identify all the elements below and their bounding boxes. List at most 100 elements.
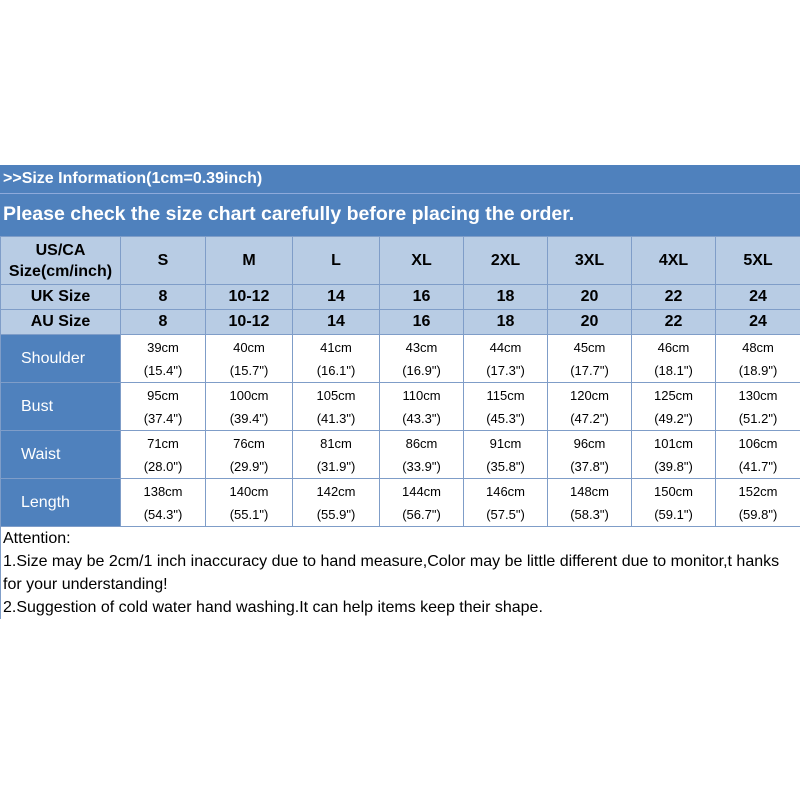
measure-cm: 46cm bbox=[657, 339, 690, 355]
measure-cell: 41cm (16.1") bbox=[292, 334, 380, 383]
uk-size-cell: 18 bbox=[463, 284, 548, 310]
measure-inch: (55.1") bbox=[229, 506, 269, 522]
uk-size-cell: 20 bbox=[547, 284, 632, 310]
measure-cell: 45cm (17.7") bbox=[547, 334, 632, 383]
measure-inch: (35.8") bbox=[486, 458, 525, 474]
au-size-label: AU Size bbox=[0, 309, 121, 335]
us-size-cell: L bbox=[292, 236, 380, 285]
measure-cell: 140cm (55.1") bbox=[205, 478, 293, 527]
us-size-cell: 5XL bbox=[715, 236, 800, 285]
measure-cell: 101cm (39.8") bbox=[631, 430, 716, 479]
uk-size-label: UK Size bbox=[0, 284, 121, 310]
measure-inch: (37.8") bbox=[570, 458, 609, 474]
measure-inch: (43.3") bbox=[402, 410, 441, 426]
au-size-cell: 8 bbox=[120, 309, 206, 335]
us-size-label-line1: US/CA bbox=[35, 241, 86, 259]
measure-cm: 130cm bbox=[738, 387, 778, 403]
waist-row: Waist 71cm (28.0") 76cm (29.9") 81cm (31.9"… bbox=[0, 430, 800, 479]
au-size-cell: 14 bbox=[292, 309, 380, 335]
measure-cell: 130cm (51.2") bbox=[715, 382, 800, 431]
measure-cm: 43cm bbox=[405, 339, 438, 355]
measure-cm: 110cm bbox=[402, 387, 441, 403]
uk-size-cell: 14 bbox=[292, 284, 380, 310]
measure-cm: 101cm bbox=[653, 435, 694, 451]
shoulder-row: Shoulder 39cm (15.4") 40cm (15.7") 41cm (16… bbox=[0, 334, 800, 383]
measure-inch: (39.4") bbox=[229, 410, 269, 426]
uk-size-cell: 8 bbox=[120, 284, 206, 310]
measure-inch: (18.9") bbox=[738, 362, 778, 378]
measure-cell: 152cm (59.8") bbox=[715, 478, 800, 527]
measure-cm: 144cm bbox=[401, 483, 442, 499]
measure-inch: (49.2") bbox=[654, 410, 693, 426]
measure-cell: 125cm (49.2") bbox=[631, 382, 716, 431]
attention-note-1: 1.Size may be 2cm/1 inch inaccuracy due … bbox=[3, 553, 780, 593]
us-size-cell: 3XL bbox=[547, 236, 632, 285]
measure-cell: 148cm (58.3") bbox=[547, 478, 632, 527]
measure-cell: 105cm (41.3") bbox=[292, 382, 380, 431]
measure-cell: 91cm (35.8") bbox=[463, 430, 548, 479]
measure-cm: 100cm bbox=[229, 387, 269, 403]
measure-cell: 106cm (41.7") bbox=[715, 430, 800, 479]
measure-cm: 142cm bbox=[316, 483, 356, 499]
measure-inch: (56.7") bbox=[402, 506, 441, 522]
measure-cell: 48cm (18.9") bbox=[715, 334, 800, 383]
measure-cell: 150cm (59.1") bbox=[631, 478, 716, 527]
measure-cell: 120cm (47.2") bbox=[547, 382, 632, 431]
measure-cell: 39cm (15.4") bbox=[120, 334, 206, 383]
measure-cell: 115cm (45.3") bbox=[463, 382, 548, 431]
us-size-cell: M bbox=[205, 236, 293, 285]
bust-row: Bust 95cm (37.4") 100cm (39.4") 105cm (41.3… bbox=[0, 382, 800, 431]
measure-cell: 71cm (28.0") bbox=[120, 430, 206, 479]
measure-inch: (58.3") bbox=[570, 506, 609, 522]
au-size-cell: 20 bbox=[547, 309, 632, 335]
au-size-cell: 18 bbox=[463, 309, 548, 335]
measure-cell: 44cm (17.3") bbox=[463, 334, 548, 383]
shoulder-label: Shoulder bbox=[0, 334, 121, 383]
uk-size-cell: 16 bbox=[379, 284, 464, 310]
measure-inch: (55.9") bbox=[316, 506, 356, 522]
measure-inch: (45.3") bbox=[486, 410, 525, 426]
bust-label: Bust bbox=[0, 382, 121, 431]
measure-cm: 95cm bbox=[147, 387, 179, 403]
measure-cell: 40cm (15.7") bbox=[205, 334, 293, 383]
au-size-cell: 16 bbox=[379, 309, 464, 335]
length-label: Length bbox=[0, 478, 121, 527]
measure-inch: (59.8") bbox=[738, 506, 778, 522]
measure-inch: (59.1") bbox=[654, 506, 693, 522]
measure-inch: (33.9") bbox=[402, 458, 441, 474]
measure-cell: 46cm (18.1") bbox=[631, 334, 716, 383]
measure-cell: 138cm (54.3") bbox=[120, 478, 206, 527]
measure-cell: 146cm (57.5") bbox=[463, 478, 548, 527]
measure-cm: 71cm bbox=[147, 435, 179, 451]
measure-cm: 125cm bbox=[653, 387, 694, 403]
measure-inch: (57.5") bbox=[486, 506, 525, 522]
measure-cm: 138cm bbox=[143, 483, 183, 499]
measure-cell: 144cm (56.7") bbox=[379, 478, 464, 527]
measure-cm: 86cm bbox=[405, 435, 438, 451]
size-info-heading: >>Size Information(1cm=0.39inch) bbox=[0, 165, 800, 194]
measure-cm: 44cm bbox=[489, 339, 522, 355]
waist-label: Waist bbox=[0, 430, 121, 479]
measure-cm: 150cm bbox=[653, 483, 694, 499]
uk-size-cell: 22 bbox=[631, 284, 716, 310]
size-table: US/CA Size(cm/inch) S M L XL 2XL 3XL 4XL… bbox=[0, 236, 800, 527]
measure-inch: (17.3") bbox=[486, 362, 525, 378]
attention-notes: Attention: 1.Size may be 2cm/1 inch inac… bbox=[0, 527, 800, 619]
us-size-label: US/CA Size(cm/inch) bbox=[0, 236, 121, 285]
measure-inch: (37.4") bbox=[143, 410, 183, 426]
uk-size-cell: 10-12 bbox=[205, 284, 293, 310]
measure-inch: (54.3") bbox=[143, 506, 183, 522]
measure-cell: 95cm (37.4") bbox=[120, 382, 206, 431]
measure-cm: 120cm bbox=[569, 387, 610, 403]
measure-cm: 81cm bbox=[320, 435, 352, 451]
uk-size-row: UK Size 8 10-12 14 16 18 20 22 24 bbox=[0, 284, 800, 310]
measure-cell: 100cm (39.4") bbox=[205, 382, 293, 431]
measure-cm: 45cm bbox=[573, 339, 606, 355]
attention-note-2: 2.Suggestion of cold water hand washing.… bbox=[3, 599, 543, 616]
measure-inch: (29.9") bbox=[229, 458, 269, 474]
measure-cm: 106cm bbox=[738, 435, 778, 451]
measure-cm: 41cm bbox=[320, 339, 352, 355]
us-size-label-line2: Size(cm/inch) bbox=[8, 262, 113, 280]
au-size-cell: 24 bbox=[715, 309, 800, 335]
us-size-cell: 2XL bbox=[463, 236, 548, 285]
